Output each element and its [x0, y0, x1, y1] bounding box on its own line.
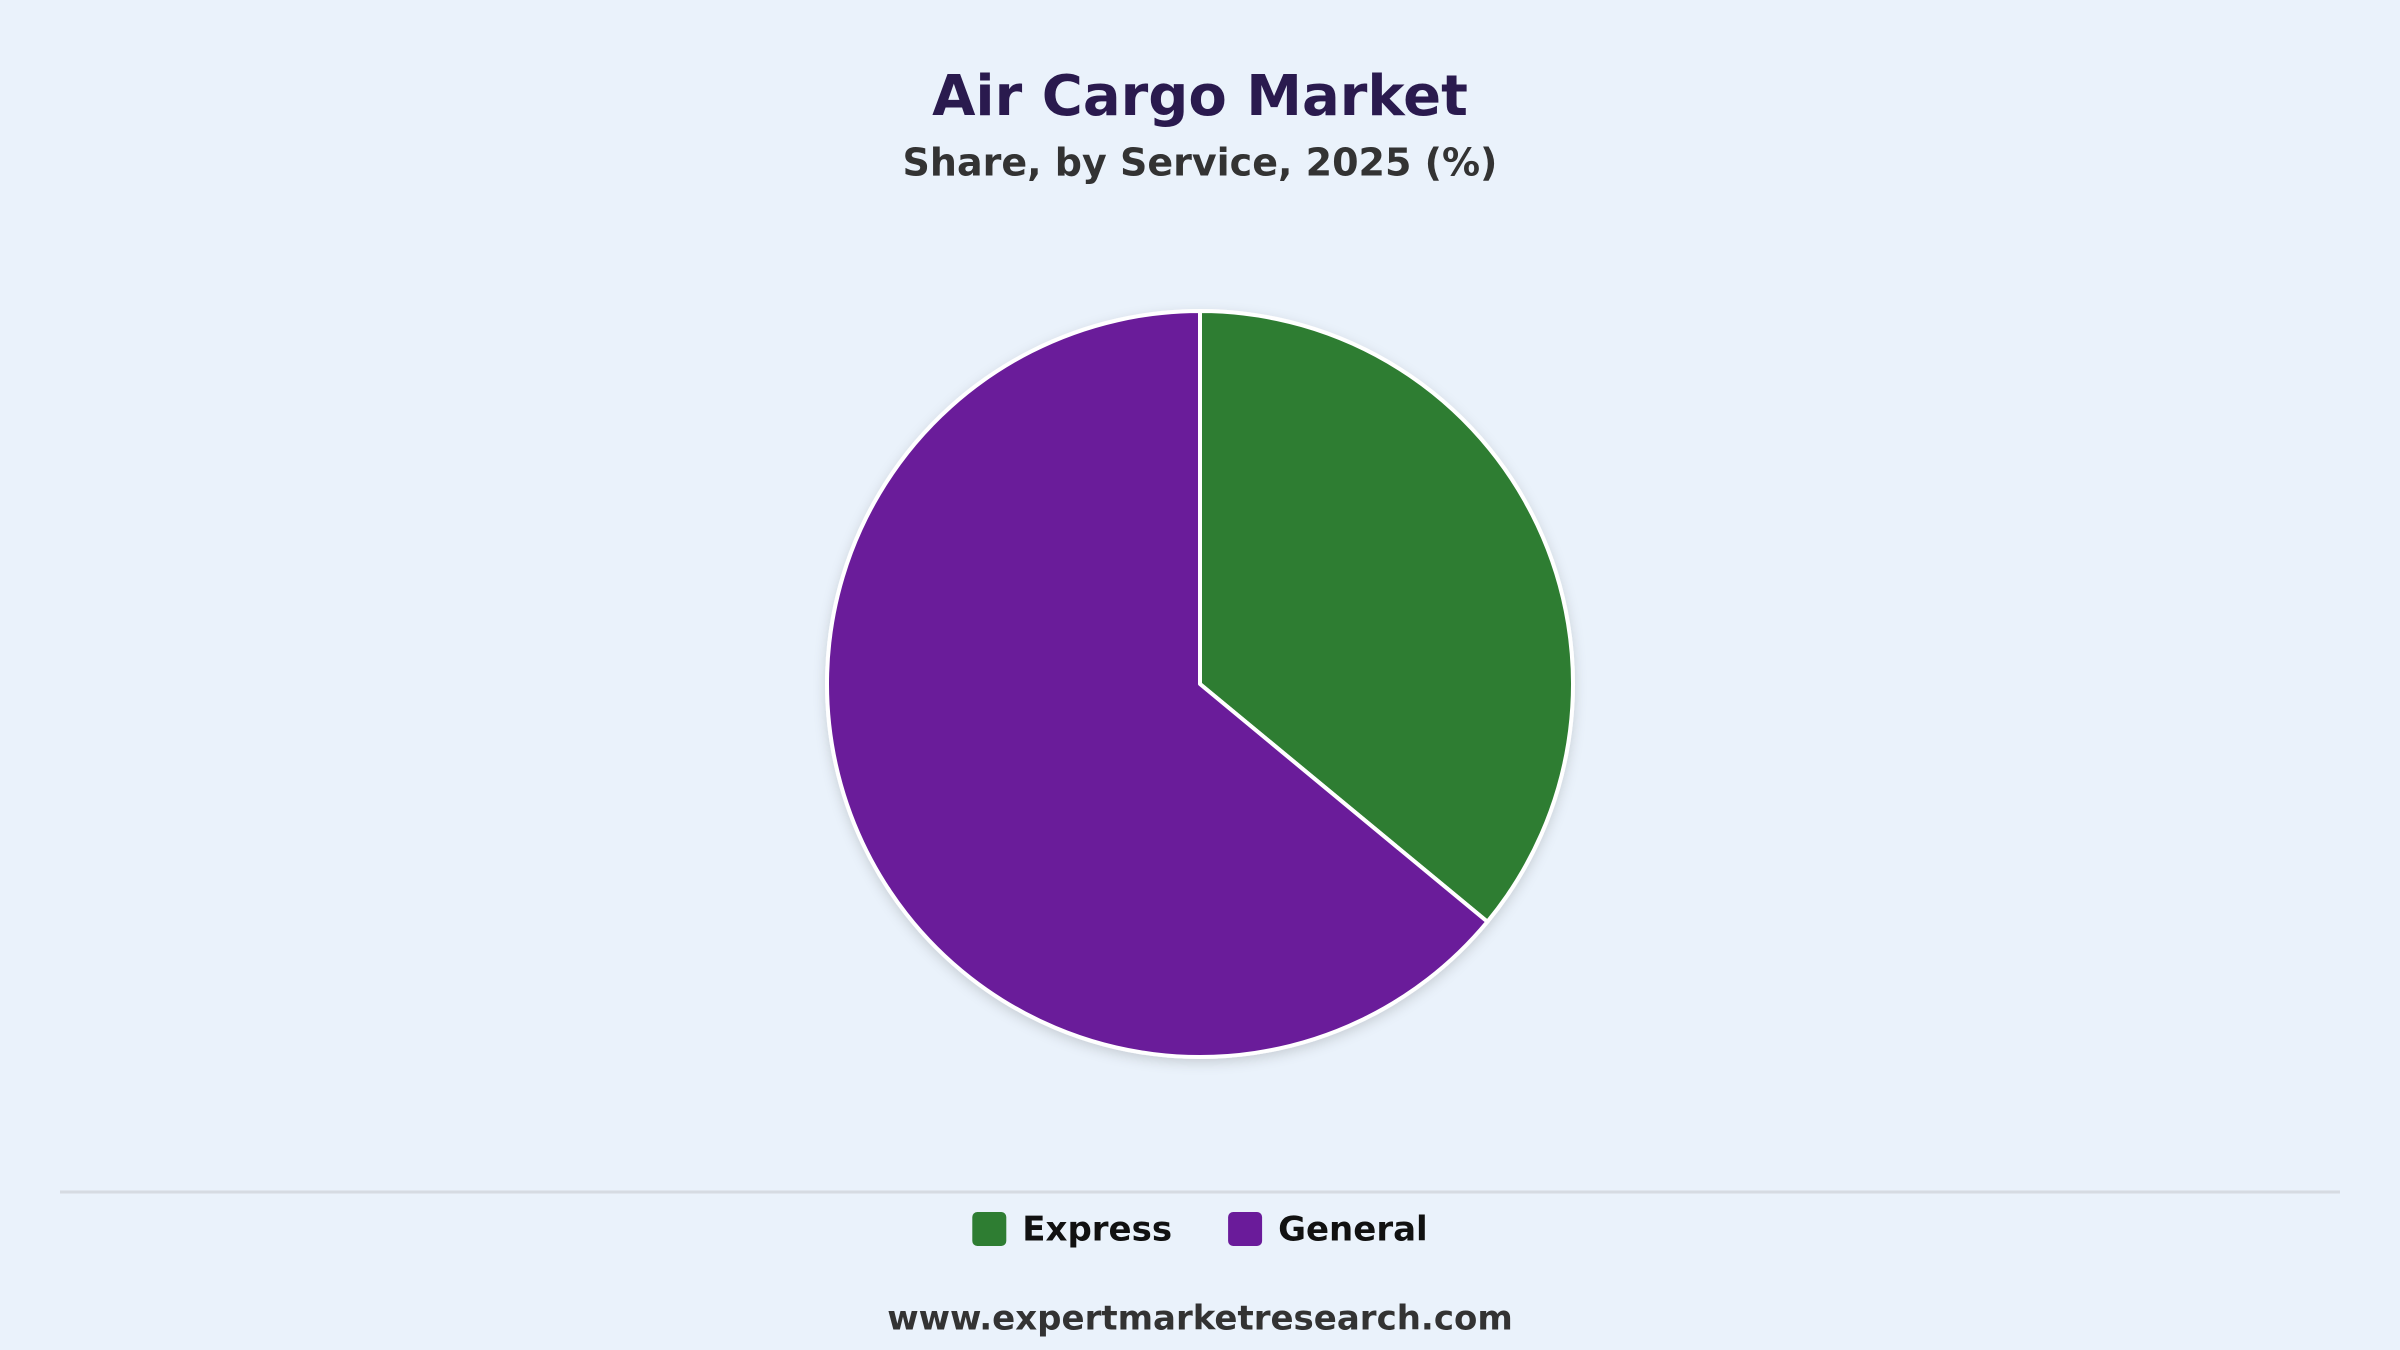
source: www.expertmarketresearch.com [887, 1299, 1513, 1339]
legend: Express General [972, 1210, 1428, 1250]
legend-swatch [972, 1212, 1007, 1246]
pie-slice [825, 309, 1490, 1059]
pie-slice [1198, 309, 1575, 924]
legend-label: Express [1022, 1210, 1172, 1250]
pie [825, 309, 1575, 1059]
legend-label: General [1278, 1210, 1428, 1250]
legend-swatch [1228, 1212, 1263, 1246]
chart-subtitle: Share, by Service, 2025 (%) [903, 141, 1498, 185]
chart-title: Air Cargo Market [932, 64, 1468, 129]
